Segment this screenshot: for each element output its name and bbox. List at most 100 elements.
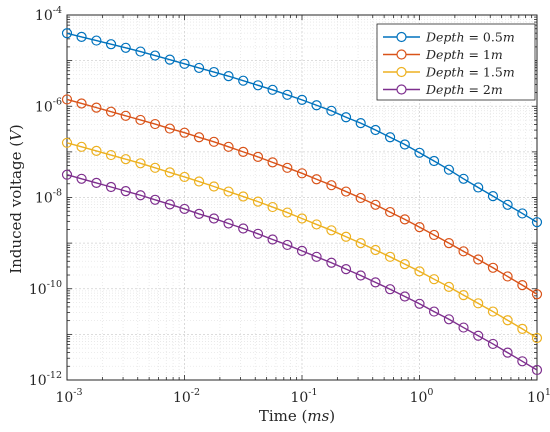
x-tick-label: 100 bbox=[410, 387, 434, 406]
legend-item: Depth = 1.5m bbox=[383, 65, 515, 80]
data-point bbox=[120, 42, 131, 53]
data-point bbox=[61, 28, 73, 39]
data-point bbox=[238, 191, 249, 202]
y-tick-label-base: 10 bbox=[29, 373, 47, 389]
data-point bbox=[399, 139, 410, 150]
data-point bbox=[340, 186, 352, 197]
y-axis-unit: V bbox=[7, 128, 25, 141]
x-tick-label: 101 bbox=[527, 387, 550, 406]
data-point bbox=[252, 228, 264, 239]
data-point bbox=[267, 201, 278, 213]
series-1 bbox=[61, 28, 543, 228]
x-tick-label-base: 10 bbox=[410, 390, 428, 406]
data-point bbox=[473, 182, 484, 193]
data-point bbox=[384, 206, 396, 218]
x-axis-label-open-paren: ( bbox=[297, 407, 308, 425]
data-point bbox=[238, 146, 249, 157]
data-point bbox=[311, 100, 322, 111]
legend-item: Depth = 2m bbox=[383, 82, 503, 97]
y-axis-label-open-paren: ( bbox=[7, 141, 25, 152]
legend-op: = bbox=[465, 82, 483, 97]
y-tick-label-exponent: -8 bbox=[53, 188, 62, 199]
data-point bbox=[296, 168, 308, 179]
legend-unit: m bbox=[491, 47, 503, 62]
data-point bbox=[399, 259, 410, 270]
data-point bbox=[208, 213, 220, 224]
legend-var: Depth bbox=[425, 65, 465, 80]
legend-label: Depth = 1m bbox=[425, 47, 503, 62]
x-axis-label: Time (ms) bbox=[259, 407, 335, 425]
data-point bbox=[384, 284, 396, 295]
data-point bbox=[267, 84, 278, 95]
legend-marker bbox=[396, 49, 407, 60]
data-point bbox=[502, 199, 513, 210]
data-point bbox=[135, 190, 146, 201]
data-point bbox=[164, 167, 175, 178]
y-tick-label-base: 10 bbox=[35, 8, 53, 24]
data-point bbox=[370, 244, 381, 256]
data-point bbox=[414, 147, 425, 158]
data-point bbox=[311, 174, 322, 185]
x-tick-label: 10-1 bbox=[290, 387, 317, 406]
data-point bbox=[531, 332, 543, 344]
data-point bbox=[135, 114, 146, 126]
legend-value: 2 bbox=[483, 82, 491, 97]
data-point bbox=[531, 217, 543, 228]
data-point bbox=[502, 347, 513, 358]
data-point bbox=[517, 208, 528, 219]
data-point bbox=[326, 105, 337, 116]
tick-marks bbox=[66, 14, 538, 381]
x-tick-label-base: 10 bbox=[290, 390, 308, 406]
data-point bbox=[164, 199, 175, 210]
data-point bbox=[384, 251, 396, 262]
data-point bbox=[179, 58, 190, 69]
y-tick-label: 10-4 bbox=[35, 5, 62, 24]
data-point bbox=[428, 229, 440, 241]
data-point bbox=[399, 214, 410, 225]
data-point bbox=[458, 246, 469, 257]
legend-label: Depth = 1.5m bbox=[425, 65, 515, 80]
x-tick-label: 10-3 bbox=[55, 387, 82, 406]
data-point bbox=[193, 62, 205, 74]
data-point bbox=[61, 169, 73, 180]
data-point bbox=[179, 203, 190, 215]
data-point bbox=[340, 231, 352, 242]
legend-label: Depth = 2m bbox=[425, 82, 503, 97]
legend-marker bbox=[396, 66, 407, 78]
data-point bbox=[208, 181, 220, 192]
legend-item: Depth = 0.5m bbox=[383, 30, 515, 45]
data-point bbox=[76, 98, 87, 109]
data-point bbox=[473, 330, 484, 341]
data-point bbox=[340, 112, 352, 123]
legend-var: Depth bbox=[425, 82, 465, 97]
data-point bbox=[282, 89, 293, 100]
data-point bbox=[531, 364, 543, 376]
data-point bbox=[238, 223, 249, 234]
data-point bbox=[61, 137, 73, 148]
series-4 bbox=[61, 169, 543, 376]
data-point bbox=[487, 191, 499, 202]
legend-var: Depth bbox=[425, 30, 465, 45]
data-point bbox=[149, 50, 161, 61]
y-axis-label-close-paren: ) bbox=[7, 124, 25, 130]
x-tick-label: 10-2 bbox=[173, 387, 200, 406]
x-tick-label-base: 10 bbox=[55, 390, 73, 406]
series-2 bbox=[61, 94, 543, 300]
data-point bbox=[414, 298, 425, 309]
x-tick-label-exponent: 0 bbox=[427, 387, 433, 398]
legend-op: = bbox=[465, 30, 483, 45]
data-point bbox=[193, 132, 205, 143]
legend-value: 1.5 bbox=[483, 65, 503, 80]
data-point bbox=[458, 322, 469, 333]
y-tick-label: 10-10 bbox=[29, 279, 62, 298]
y-tick-label: 10-12 bbox=[29, 370, 62, 389]
data-point bbox=[458, 173, 469, 184]
data-point bbox=[296, 245, 308, 256]
data-point bbox=[252, 151, 264, 162]
data-point bbox=[91, 102, 102, 113]
x-axis-unit: ms bbox=[307, 407, 329, 425]
data-point bbox=[282, 207, 293, 218]
data-point bbox=[458, 290, 469, 301]
